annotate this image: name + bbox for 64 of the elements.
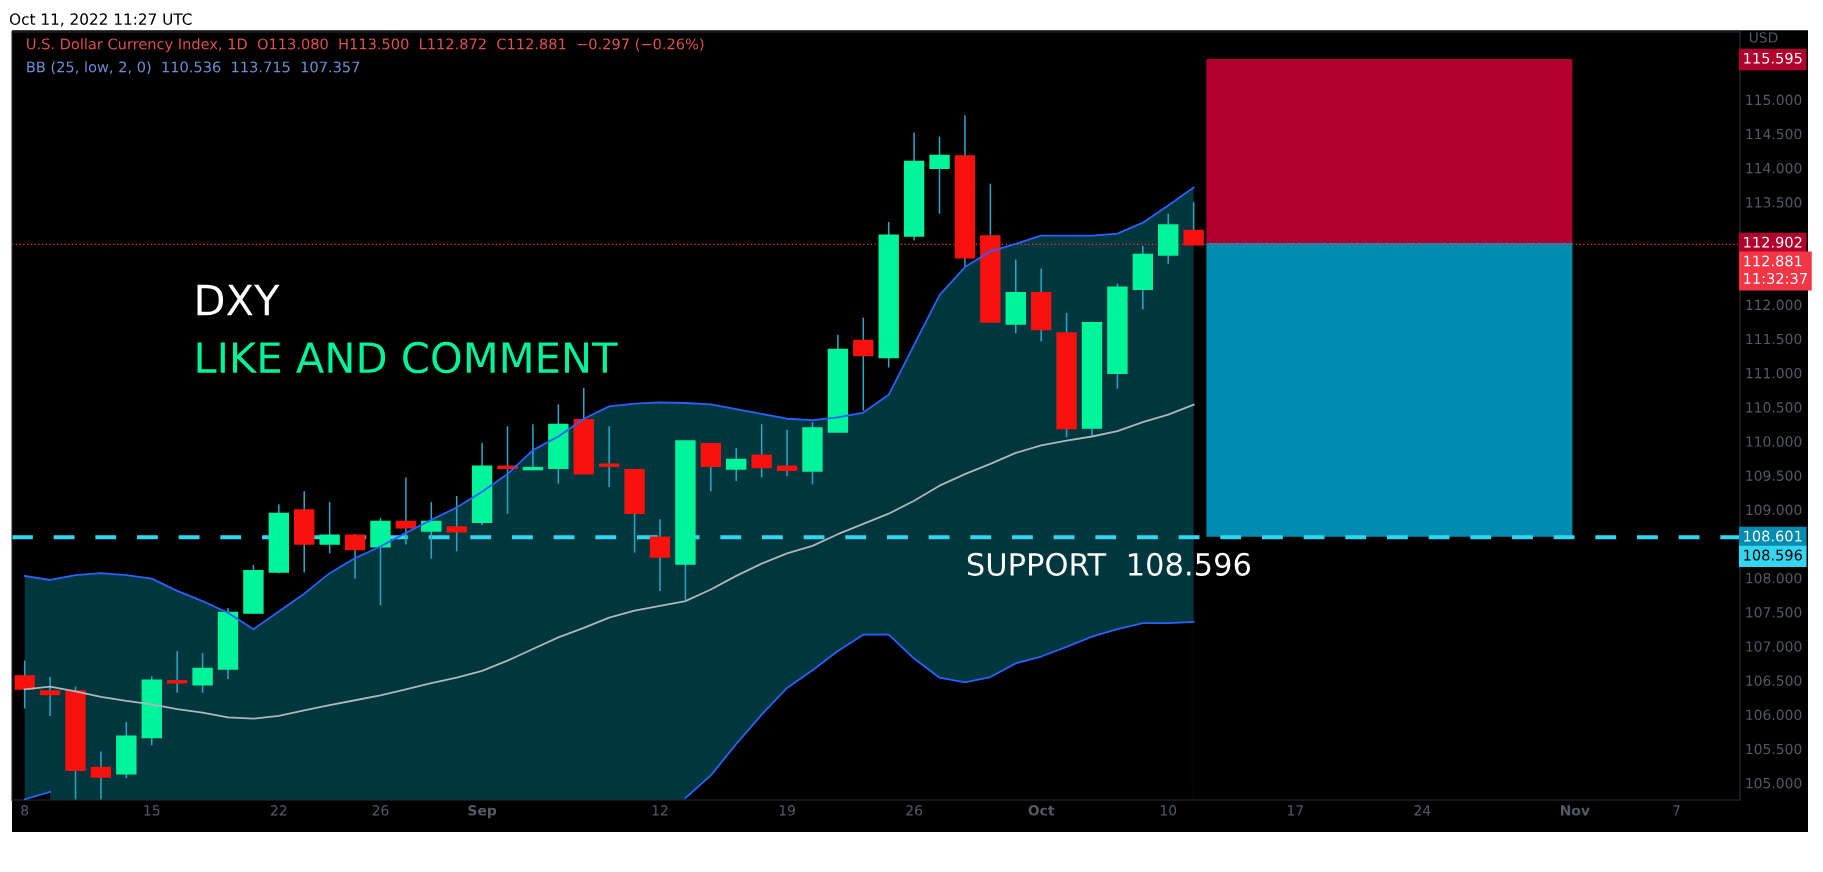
x-tick-label: 17	[1287, 805, 1303, 816]
x-tick-label: 15	[144, 805, 160, 816]
candlestick	[192, 652, 213, 694]
candlestick	[776, 428, 798, 477]
candlestick	[700, 442, 722, 492]
y-tick-label: 111.000	[1746, 367, 1802, 379]
y-tick-label: 108.000	[1746, 572, 1802, 584]
text: 115.595	[1744, 52, 1802, 64]
candlestick	[726, 447, 747, 482]
y-tick-label: 114.000	[1746, 162, 1802, 174]
x-tick-label: 7	[1673, 805, 1680, 816]
text: 108.596	[1744, 549, 1802, 561]
x-tick-label: 26	[906, 805, 923, 816]
y-tick-label: 110.000	[1746, 436, 1802, 447]
y-tick-label: 111.500	[1746, 333, 1802, 345]
y-tick-label: 105.500	[1746, 743, 1802, 755]
ref-line-label: SUPPORT 108.596	[967, 552, 1251, 576]
x-tick-label: 12	[652, 805, 668, 816]
chart-title: U.S. Dollar Currency Index, 1D O113.080 H113.500 L112.872 C112.881 −0.297 (−0.26%)	[27, 38, 704, 53]
y-tick-label: 115.000	[1746, 94, 1802, 106]
text: BB (25, low, 2, 0) 110.536 113.715 107.357	[27, 61, 360, 75]
annotation: LIKE AND COMMENT	[197, 341, 618, 374]
x-tick-label: Sep	[468, 805, 497, 819]
y-tick-label: 107.500	[1746, 607, 1802, 618]
candlestick	[14, 659, 35, 710]
candlestick	[421, 501, 442, 560]
x-tick-label: 22	[271, 805, 287, 816]
candlestick	[166, 650, 188, 694]
x-tick-label: 19	[779, 805, 795, 816]
y-tick-label: 113.500	[1746, 197, 1802, 208]
y-axis-title: USD	[1749, 32, 1778, 43]
candlestick	[751, 423, 772, 479]
candlestick	[649, 518, 671, 592]
candlestick	[1183, 201, 1204, 246]
y-tick-label: 110.500	[1746, 402, 1802, 413]
candlestick	[853, 316, 874, 412]
candlestick	[395, 476, 417, 546]
candlestick	[344, 533, 366, 580]
y-tick-label: 112.000	[1746, 299, 1802, 311]
text: 112.902	[1744, 236, 1802, 248]
x-tick-label: 10	[1160, 805, 1177, 816]
text: 108.601	[1744, 530, 1802, 542]
candlestick	[319, 501, 340, 555]
y-tick-label: 105.000	[1746, 777, 1802, 789]
y-tick-label: 114.500	[1746, 128, 1802, 140]
candlestick	[929, 135, 950, 215]
text: Oct 11, 2022 11:27 UTC	[9, 13, 192, 27]
candlestick	[90, 750, 112, 800]
y-tick-label: 106.500	[1746, 675, 1802, 686]
candlestick	[522, 423, 544, 471]
y-tick-label: 109.000	[1746, 504, 1802, 516]
x-tick-label: Oct	[1028, 805, 1055, 816]
x-tick-label: 8	[21, 805, 29, 816]
y-tick-label: 106.000	[1746, 709, 1802, 721]
text: 112.881 11:32:37	[1744, 255, 1807, 284]
y-tick-label: 109.500	[1746, 470, 1802, 481]
candlestick	[446, 495, 467, 553]
x-tick-label: Nov	[1560, 805, 1590, 816]
x-tick-label: 26	[372, 805, 389, 816]
annotation: DXY	[197, 284, 280, 316]
x-tick-label: 24	[1414, 805, 1431, 816]
y-tick-label: 107.000	[1746, 641, 1802, 652]
candlestick	[39, 676, 61, 717]
candlestick	[598, 425, 620, 488]
